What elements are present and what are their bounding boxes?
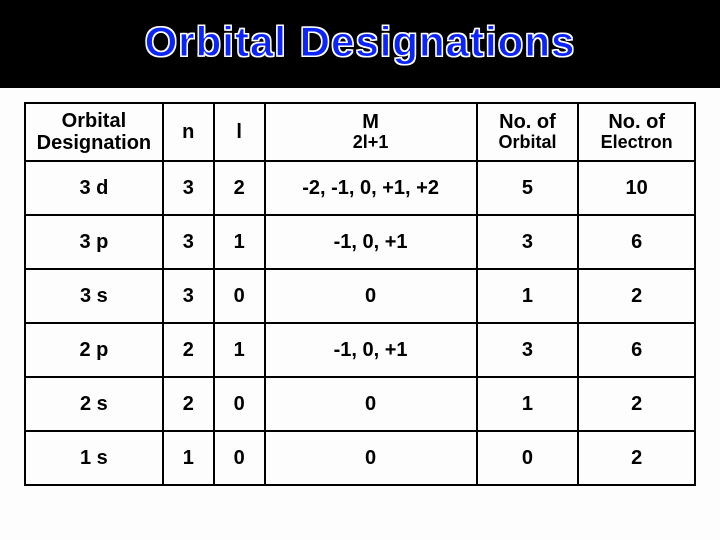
cell-orb: 1 s — [25, 431, 163, 485]
cell-ne: 6 — [578, 323, 695, 377]
cell-ne: 10 — [578, 161, 695, 215]
table-row: 2 s 2 0 0 1 2 — [25, 377, 695, 431]
cell-ne: 2 — [578, 269, 695, 323]
cell-orb: 2 s — [25, 377, 163, 431]
header-m-line2: 2l+1 — [270, 133, 472, 153]
table-row: 3 p 3 1 -1, 0, +1 3 6 — [25, 215, 695, 269]
cell-no: 1 — [477, 269, 579, 323]
header-no-electron-line2: Electron — [583, 133, 690, 153]
cell-m: 0 — [265, 431, 477, 485]
title-bar: Orbital Designations — [0, 0, 720, 88]
table-row: 1 s 1 0 0 0 2 — [25, 431, 695, 485]
header-no-orbital-line2: Orbital — [482, 133, 574, 153]
cell-m: -1, 0, +1 — [265, 215, 477, 269]
cell-l: 2 — [214, 161, 265, 215]
col-header-n: n — [163, 103, 214, 161]
cell-m: 0 — [265, 377, 477, 431]
cell-l: 1 — [214, 215, 265, 269]
cell-ne: 6 — [578, 215, 695, 269]
cell-no: 0 — [477, 431, 579, 485]
orbital-table: Orbital Designation n l M 2l+1 No. of Or… — [24, 102, 696, 486]
col-header-no-orbital: No. of Orbital — [477, 103, 579, 161]
cell-m: 0 — [265, 269, 477, 323]
cell-m: -2, -1, 0, +1, +2 — [265, 161, 477, 215]
cell-n: 3 — [163, 161, 214, 215]
cell-no: 1 — [477, 377, 579, 431]
table-row: 2 p 2 1 -1, 0, +1 3 6 — [25, 323, 695, 377]
header-no-orbital-line1: No. of — [499, 111, 556, 133]
cell-no: 5 — [477, 161, 579, 215]
cell-no: 3 — [477, 323, 579, 377]
page-title: Orbital Designations — [145, 18, 576, 65]
col-header-orbital: Orbital Designation — [25, 103, 163, 161]
cell-orb: 3 p — [25, 215, 163, 269]
cell-n: 3 — [163, 269, 214, 323]
col-header-no-electron: No. of Electron — [578, 103, 695, 161]
header-m-line1: M — [362, 111, 379, 133]
cell-ne: 2 — [578, 377, 695, 431]
table-body: 3 d 3 2 -2, -1, 0, +1, +2 5 10 3 p 3 1 -… — [25, 161, 695, 485]
header-n-text: n — [182, 121, 194, 143]
header-orbital-text: Orbital Designation — [37, 110, 151, 154]
header-no-electron-line1: No. of — [608, 111, 665, 133]
cell-l: 0 — [214, 269, 265, 323]
cell-no: 3 — [477, 215, 579, 269]
cell-l: 1 — [214, 323, 265, 377]
col-header-m: M 2l+1 — [265, 103, 477, 161]
cell-orb: 3 d — [25, 161, 163, 215]
cell-l: 0 — [214, 377, 265, 431]
table-header-row: Orbital Designation n l M 2l+1 No. of Or… — [25, 103, 695, 161]
table-container: Orbital Designation n l M 2l+1 No. of Or… — [0, 88, 720, 486]
cell-n: 3 — [163, 215, 214, 269]
header-l-text: l — [236, 121, 242, 143]
cell-orb: 3 s — [25, 269, 163, 323]
cell-n: 2 — [163, 323, 214, 377]
col-header-l: l — [214, 103, 265, 161]
cell-n: 1 — [163, 431, 214, 485]
cell-m: -1, 0, +1 — [265, 323, 477, 377]
cell-orb: 2 p — [25, 323, 163, 377]
cell-n: 2 — [163, 377, 214, 431]
table-row: 3 d 3 2 -2, -1, 0, +1, +2 5 10 — [25, 161, 695, 215]
table-row: 3 s 3 0 0 1 2 — [25, 269, 695, 323]
cell-ne: 2 — [578, 431, 695, 485]
cell-l: 0 — [214, 431, 265, 485]
